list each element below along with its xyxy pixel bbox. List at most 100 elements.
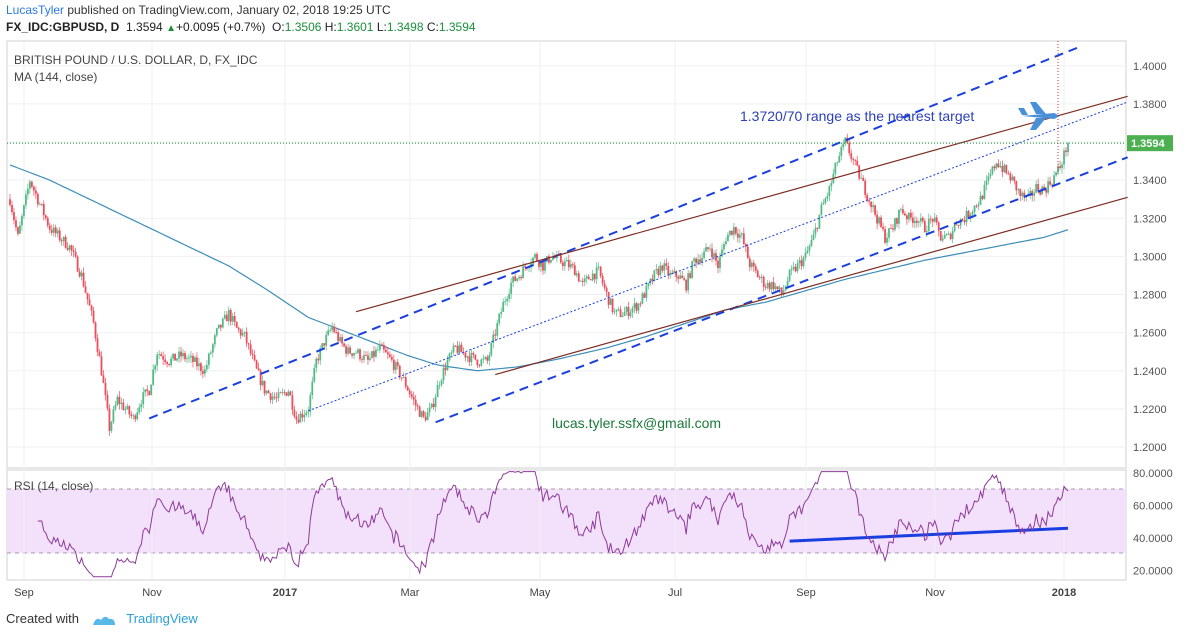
channel-lower-solid	[495, 196, 1128, 376]
candle-body	[80, 272, 83, 277]
symbol-name: FX_IDC:GBPUSD, D	[6, 20, 120, 34]
candle-body	[34, 190, 37, 194]
candle-body	[953, 224, 956, 232]
candle-body	[734, 227, 737, 234]
candle-body	[908, 212, 910, 220]
candle-body	[939, 230, 942, 241]
candle-body	[731, 230, 733, 235]
candle-body	[736, 233, 739, 238]
candle-body	[559, 255, 562, 263]
channel-mid-dotted	[308, 101, 1128, 412]
candle-body	[213, 335, 216, 345]
candle-body	[691, 261, 694, 278]
candle-body	[414, 399, 417, 406]
candle-body	[299, 413, 302, 423]
candle-body	[838, 155, 841, 163]
candle-body	[390, 356, 393, 360]
candle-body	[695, 258, 698, 264]
candle-body	[476, 359, 479, 365]
candle-body	[176, 358, 178, 361]
candle-body	[178, 351, 180, 359]
candle-body	[828, 186, 831, 196]
candle-body	[721, 249, 723, 257]
candle-body	[412, 396, 415, 400]
candle-body	[981, 195, 984, 199]
candle-body	[967, 211, 970, 218]
candle-body	[516, 278, 519, 281]
candle-body	[357, 349, 359, 353]
candle-body	[452, 345, 455, 353]
candle-body	[106, 394, 109, 409]
candle-body	[727, 234, 729, 242]
candle-body	[617, 309, 620, 311]
candle-body	[933, 217, 936, 222]
candle-body	[166, 362, 169, 364]
candle-body	[46, 218, 49, 226]
tradingview-brand-link[interactable]: TradingView	[126, 611, 198, 626]
last-price-badge: 1.3594	[1127, 135, 1173, 152]
candle-body	[219, 324, 222, 328]
candle-body	[335, 332, 338, 333]
candle-body	[168, 363, 170, 366]
candle-body	[396, 362, 399, 366]
price-axis[interactable]: 1.40001.38001.36001.34001.32001.30001.28…	[1133, 61, 1167, 454]
candle-body	[430, 403, 433, 408]
candle-body	[436, 385, 439, 398]
candle-body	[925, 231, 928, 233]
candle-body	[965, 211, 968, 223]
chart-title: BRITISH POUND / U.S. DOLLAR, D, FX_IDC	[14, 53, 258, 67]
price-pane[interactable]	[6, 40, 1127, 469]
candle-body	[866, 194, 869, 201]
candle-body	[637, 303, 640, 311]
candle-body	[623, 311, 626, 316]
candle-body	[896, 218, 898, 224]
candle-body	[233, 316, 236, 322]
candle-body	[394, 362, 397, 370]
candle-body	[426, 412, 429, 421]
candle-body	[257, 368, 260, 371]
candle-body	[259, 370, 262, 386]
candle-body	[591, 273, 594, 281]
candle-body	[673, 271, 676, 274]
candle-body	[194, 357, 196, 362]
candle-body	[894, 218, 896, 230]
candle-body	[333, 326, 336, 333]
candle-body	[601, 276, 604, 284]
candle-body	[255, 360, 258, 369]
candle-body	[826, 195, 829, 199]
candle-body	[520, 276, 523, 279]
author-link[interactable]: LucasTyler	[6, 3, 65, 17]
candle-body	[820, 204, 823, 215]
candle-body	[480, 359, 483, 366]
candle-body	[800, 260, 803, 267]
candle-body	[468, 356, 471, 362]
candle-body	[935, 217, 938, 223]
candle-body	[1043, 186, 1046, 190]
candle-body	[687, 273, 690, 291]
candle-body	[579, 280, 582, 282]
candle-body	[973, 205, 976, 213]
candle-body	[343, 343, 346, 347]
candle-body	[880, 217, 882, 227]
candle-body	[977, 204, 980, 207]
candle-body	[432, 403, 435, 408]
candle-body	[305, 412, 308, 415]
candle-body	[96, 338, 99, 353]
price-tick-label: 1.2600	[1133, 328, 1167, 340]
candle-body	[629, 312, 632, 317]
rsi-tick-label: 80.0000	[1133, 468, 1173, 480]
candle-body	[888, 228, 890, 238]
time-tick-label: 2017	[273, 587, 297, 599]
rsi-axis[interactable]: 80.0000 60.0000 40.0000 20.0000	[1133, 468, 1173, 577]
time-axis[interactable]: Sep Nov 2017 Mar May Jul Sep Nov 2018	[14, 587, 1076, 599]
candle-body	[587, 276, 590, 280]
candle-body	[1003, 165, 1006, 173]
candle-body	[146, 389, 149, 392]
candle-body	[17, 227, 19, 234]
candle-body	[156, 354, 159, 366]
candle-body	[400, 377, 403, 379]
time-tick-label: Nov	[142, 587, 162, 599]
candle-body	[102, 375, 105, 383]
candle-body	[38, 203, 41, 205]
